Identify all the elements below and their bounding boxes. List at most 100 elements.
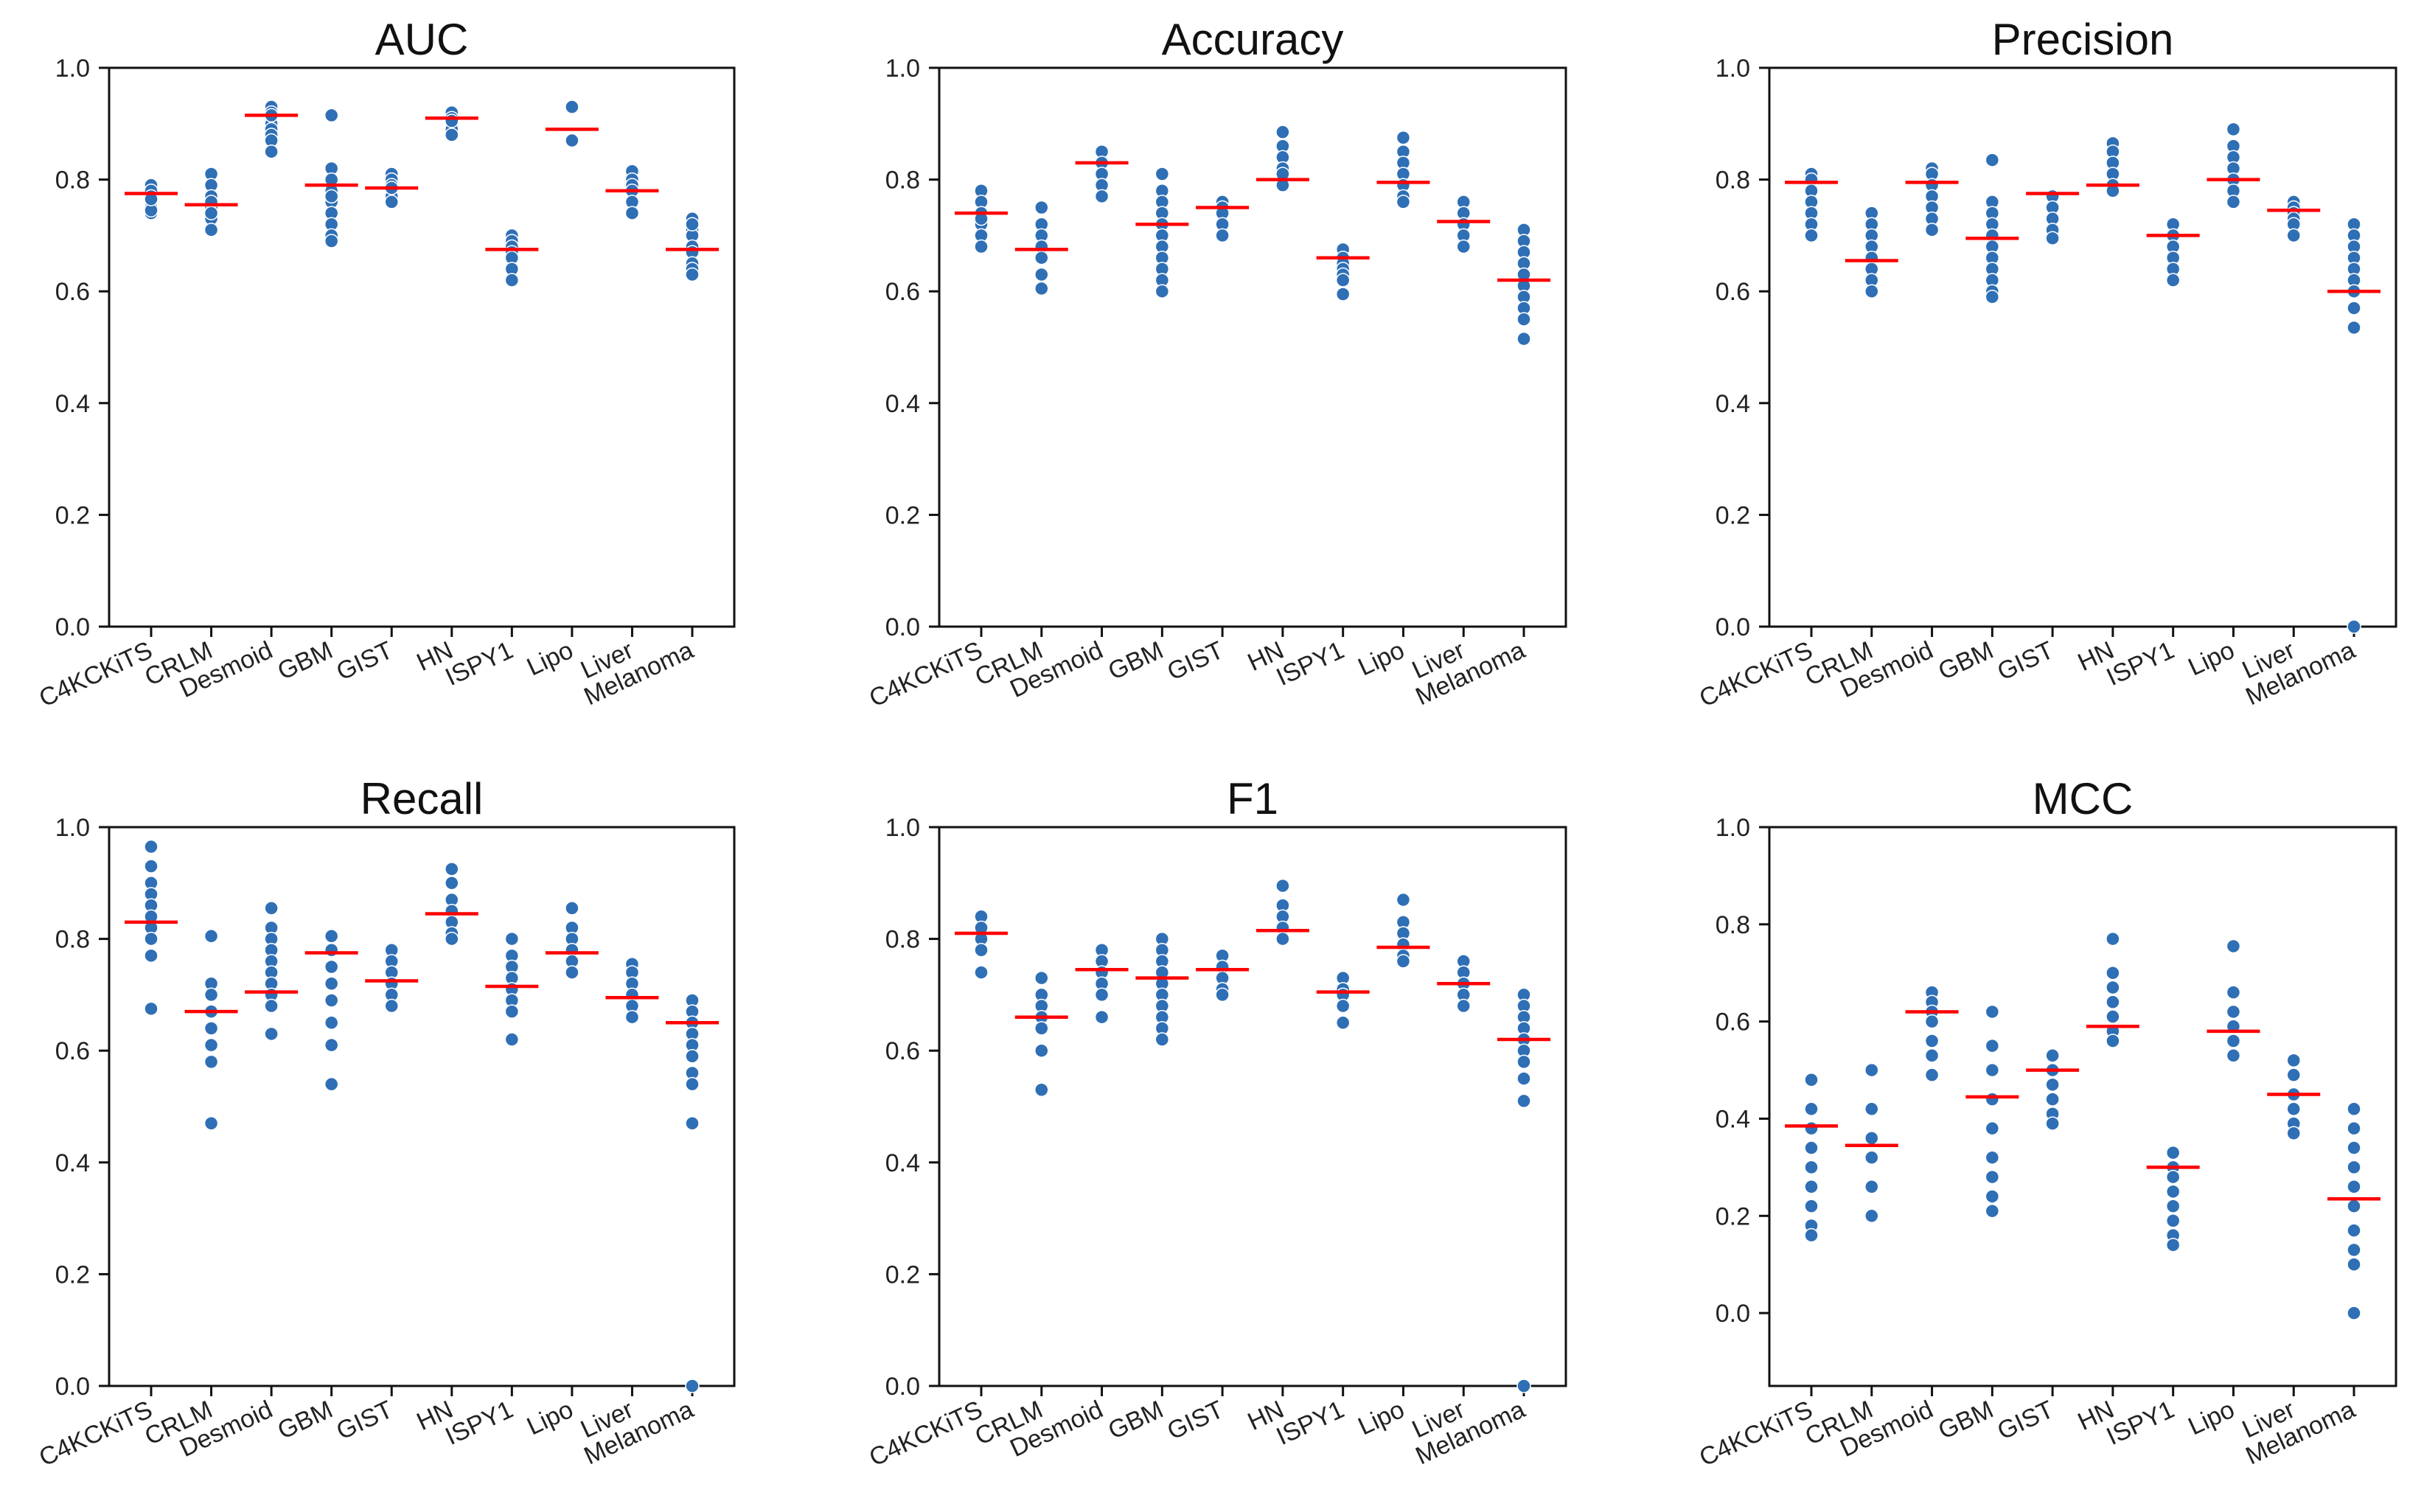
- y-tick-label: 0.8: [885, 167, 920, 195]
- x-tick-label: GIST: [1163, 636, 1228, 686]
- data-point: [144, 859, 159, 874]
- data-point: [203, 987, 219, 1003]
- y-tick-label: 0.4: [885, 1149, 920, 1177]
- data-point: [1275, 878, 1290, 893]
- x-tick-label: C4KCKiTS: [1695, 636, 1817, 713]
- x-tick-label: ISPY1: [2103, 1396, 2179, 1451]
- data-point: [2286, 1126, 2301, 1141]
- y-tick-label: 0.4: [1716, 1105, 1750, 1133]
- data-point: [324, 1037, 339, 1053]
- data-point: [203, 1021, 219, 1036]
- x-tick-label: GIST: [332, 1396, 397, 1446]
- y-tick-label: 1.0: [1716, 55, 1750, 83]
- data-point: [504, 1032, 520, 1047]
- data-point: [1275, 931, 1290, 947]
- data-point: [2165, 1238, 2181, 1253]
- data-point: [1924, 223, 1940, 237]
- y-tick-label: 0.6: [1716, 278, 1750, 306]
- data-point: [2347, 1223, 2361, 1238]
- data-point: [1516, 1071, 1531, 1086]
- x-tick-label: GBM: [1934, 636, 1997, 686]
- data-point: [203, 1054, 219, 1070]
- plot-frame: [1768, 66, 2397, 628]
- data-point: [2347, 1121, 2361, 1136]
- y-tick-label: 0.8: [55, 926, 90, 954]
- data-point: [1864, 1062, 1879, 1078]
- data-point: [1396, 892, 1411, 907]
- panel-title: Accuracy: [1162, 15, 1344, 64]
- x-tick-label: ISPY1: [441, 636, 517, 691]
- data-point: [2286, 228, 2301, 243]
- x-tick-label: ISPY1: [441, 1396, 517, 1451]
- x-tick-label: GBM: [274, 636, 337, 686]
- x-tick-label: C4KCKiTS: [865, 636, 986, 713]
- data-point: [2165, 1145, 2181, 1160]
- data-point: [565, 965, 579, 980]
- x-tick-label: ISPY1: [2103, 636, 2179, 691]
- data-point: [1804, 1199, 1819, 1213]
- data-point: [445, 931, 459, 947]
- y-tick-label: 0.6: [885, 278, 920, 306]
- data-point: [2045, 1116, 2060, 1131]
- data-point: [1034, 1082, 1049, 1098]
- data-point: [2226, 985, 2241, 1000]
- data-point: [445, 114, 459, 128]
- data-point: [2226, 122, 2241, 137]
- data-point: [2347, 320, 2361, 335]
- data-point: [974, 239, 989, 254]
- data-point: [324, 943, 339, 958]
- data-point: [264, 998, 279, 1014]
- data-point: [2347, 1199, 2361, 1213]
- data-point: [1034, 970, 1049, 986]
- data-point: [203, 1037, 219, 1053]
- data-point: [264, 144, 279, 159]
- y-tick-label: 0.0: [1716, 613, 1750, 641]
- data-point: [2106, 1009, 2120, 1024]
- y-tick-label: 1.0: [55, 55, 90, 83]
- data-point: [445, 876, 459, 891]
- data-point: [1864, 1150, 1879, 1165]
- data-point: [2347, 1180, 2361, 1194]
- data-point: [2165, 1213, 2181, 1228]
- data-point: [324, 929, 339, 944]
- x-tick-label: Lipo: [523, 636, 577, 682]
- y-tick-label: 0.8: [1716, 167, 1750, 195]
- data-point: [2347, 1257, 2361, 1272]
- data-point: [324, 108, 339, 123]
- data-point: [1985, 290, 2000, 304]
- y-tick-label: 0.8: [885, 926, 920, 954]
- data-point: [1804, 1072, 1819, 1087]
- y-tick-label: 0.2: [1716, 1202, 1750, 1230]
- data-point: [685, 1379, 700, 1393]
- data-point: [1154, 284, 1170, 299]
- data-point: [1516, 331, 1531, 346]
- data-point: [1804, 228, 1819, 243]
- x-tick-label: GIST: [1993, 636, 2058, 686]
- data-point: [2106, 1034, 2120, 1048]
- data-point: [2106, 965, 2120, 980]
- y-tick-label: 0.0: [55, 613, 90, 641]
- data-point: [203, 1115, 219, 1131]
- panel-mcc: MCC0.00.20.40.60.81.0C4KCKiTSCRLMDesmoid…: [1695, 774, 2397, 1472]
- data-point: [2347, 619, 2361, 634]
- data-point: [1154, 167, 1170, 181]
- y-tick-label: 0.0: [885, 613, 920, 641]
- y-tick-label: 0.8: [1716, 911, 1750, 939]
- data-point: [1034, 1021, 1049, 1036]
- data-point: [2226, 938, 2241, 954]
- data-point: [324, 234, 339, 248]
- y-tick-label: 0.4: [55, 390, 90, 418]
- plot-frame: [108, 66, 736, 628]
- x-tick-label: GBM: [1104, 636, 1167, 686]
- data-point: [324, 993, 339, 1008]
- y-tick-label: 0.6: [55, 278, 90, 306]
- data-point: [324, 1076, 339, 1092]
- data-point: [1034, 250, 1049, 265]
- x-tick-label: Lipo: [1354, 1396, 1409, 1441]
- x-tick-label: GIST: [1993, 1396, 2058, 1446]
- plot-frame: [1768, 826, 2397, 1387]
- data-point: [2286, 1067, 2301, 1082]
- data-point: [2165, 1184, 2181, 1199]
- data-point: [2347, 301, 2361, 316]
